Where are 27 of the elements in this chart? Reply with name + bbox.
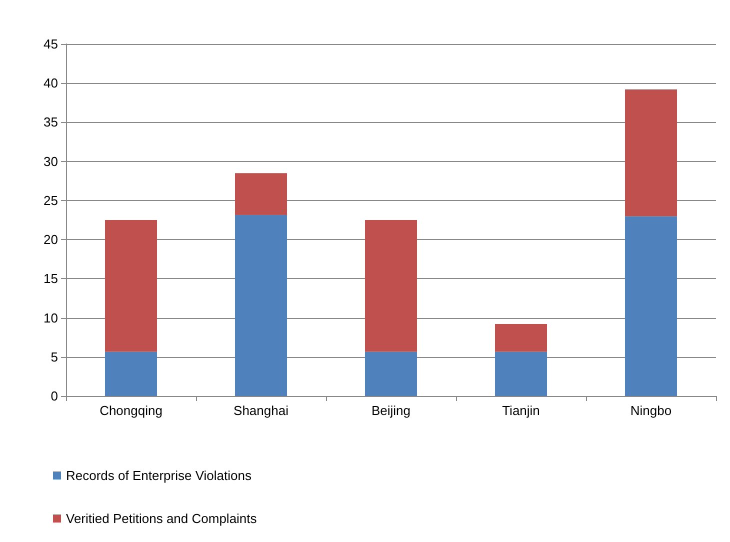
x-tick-label: Ningbo xyxy=(630,403,672,418)
y-tick-label: 35 xyxy=(44,114,58,130)
x-tick-label: Chongqing xyxy=(100,403,162,418)
y-tick-label: 5 xyxy=(50,349,58,364)
bar xyxy=(625,216,677,396)
bar xyxy=(365,351,417,396)
y-tick-label: 25 xyxy=(44,192,58,208)
x-tick-label: Tianjin xyxy=(502,403,540,418)
legend-label: Veritied Petitions and Complaints xyxy=(66,511,258,526)
legend-label: Records of Enterprise Violations xyxy=(66,468,252,483)
y-tick-label: 10 xyxy=(44,310,58,326)
y-tick-label: 45 xyxy=(44,36,58,52)
y-tick-label: 0 xyxy=(50,388,58,404)
bar xyxy=(235,214,287,396)
y-tick-label: 15 xyxy=(44,271,58,286)
x-tick-label: Beijing xyxy=(371,403,411,418)
y-tick-label: 40 xyxy=(44,76,58,91)
y-tick-label: 30 xyxy=(44,154,58,169)
bar xyxy=(495,324,547,352)
bar xyxy=(365,220,417,352)
bar xyxy=(235,173,287,215)
bar xyxy=(495,351,547,396)
bar xyxy=(105,220,157,352)
x-tick-label: Shanghai xyxy=(234,403,289,418)
bar xyxy=(625,89,677,216)
y-tick-label: 20 xyxy=(44,232,58,248)
bar xyxy=(105,351,157,396)
